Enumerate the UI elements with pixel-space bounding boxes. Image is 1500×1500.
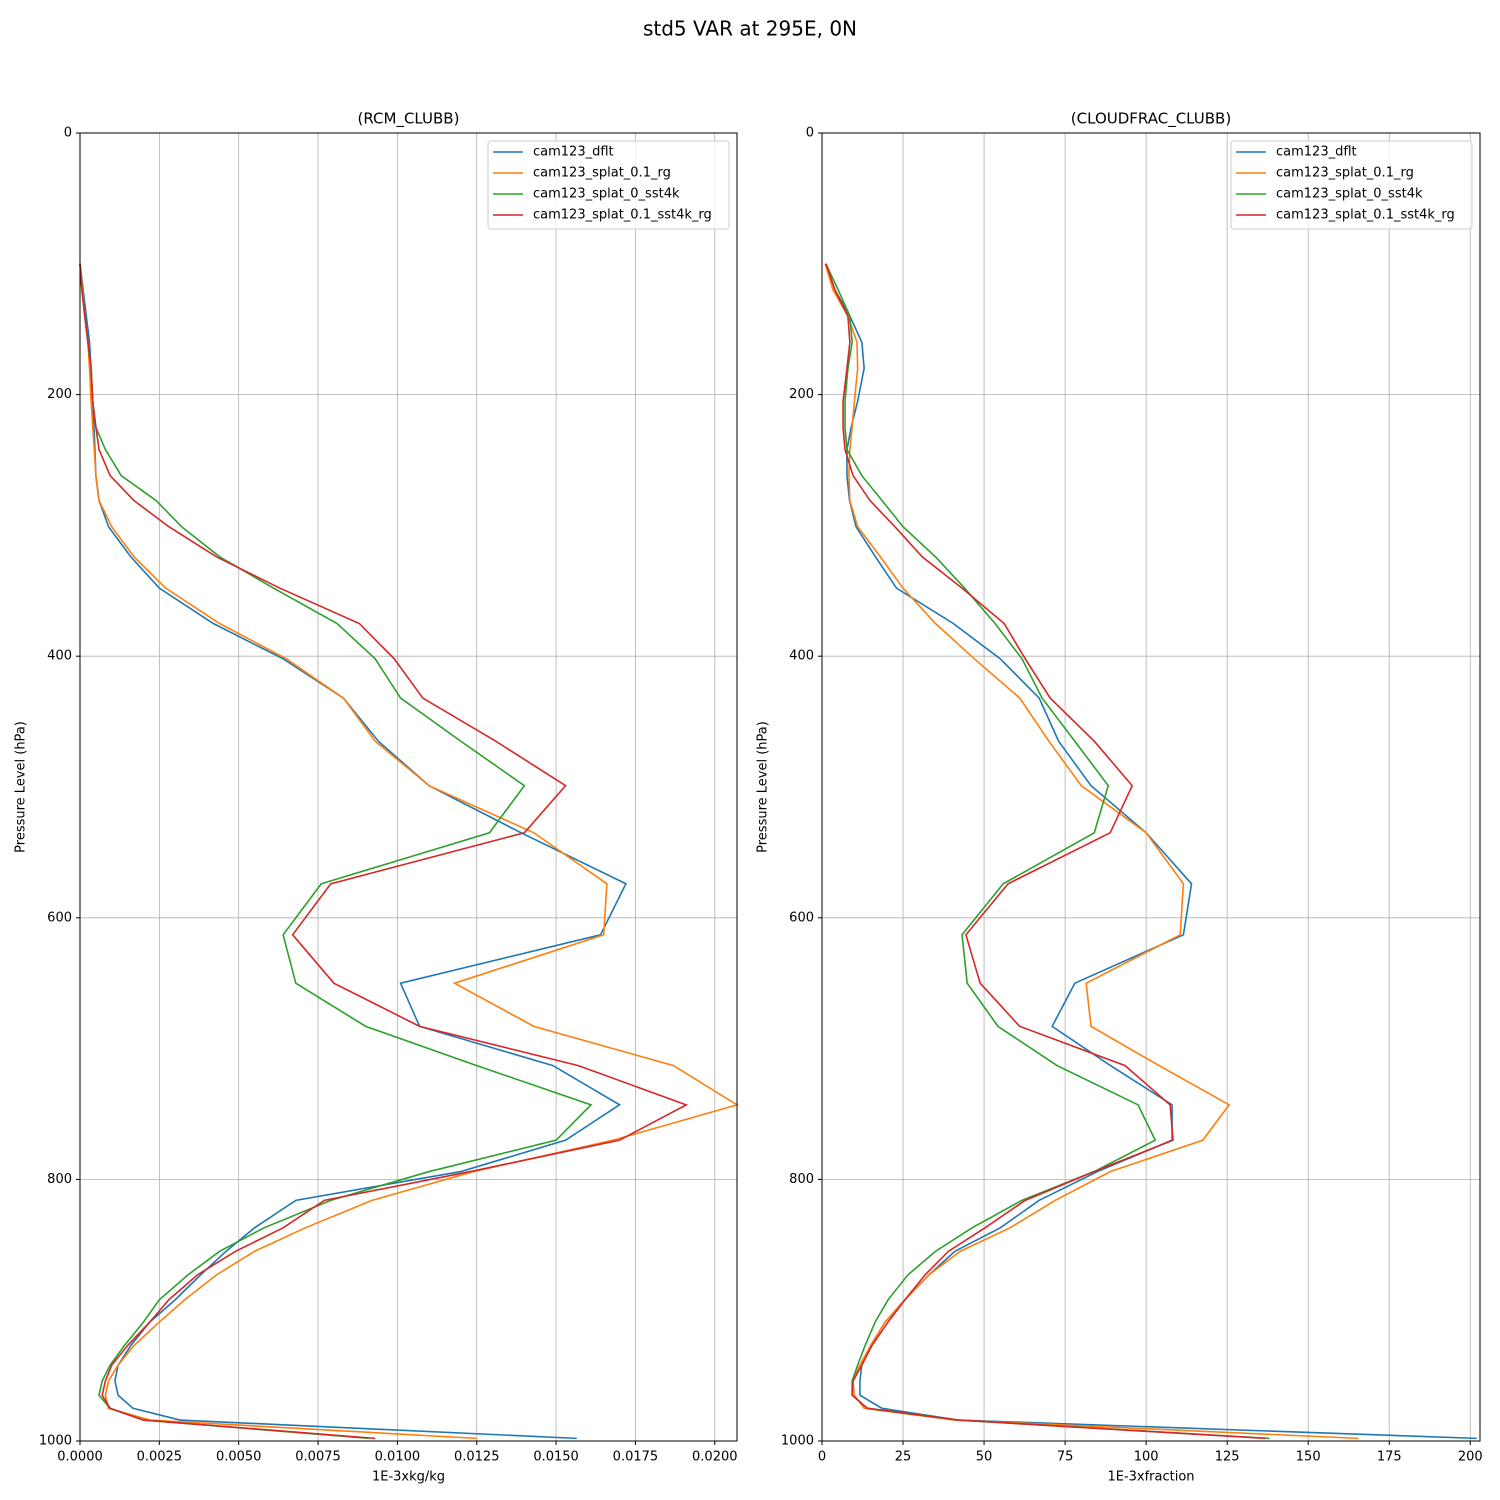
- x-tick-label: 0.0125: [454, 1450, 500, 1465]
- x-tick-label: 150: [1296, 1450, 1321, 1465]
- y-tick-label: 400: [789, 649, 814, 664]
- x-tick-label: 200: [1458, 1450, 1483, 1465]
- series-line: [79, 263, 739, 1440]
- x-tick-label: 100: [1134, 1450, 1159, 1465]
- series-line: [79, 263, 689, 1440]
- x-tick-label: 0.0100: [375, 1450, 421, 1465]
- x-tick-label: 175: [1377, 1450, 1402, 1465]
- x-tick-label: 0: [818, 1450, 826, 1465]
- y-tick-label: 400: [47, 649, 72, 664]
- x-tick-label: 0.0150: [533, 1450, 579, 1465]
- plot-frame: [79, 132, 738, 1442]
- x-tick-label: 0.0075: [295, 1450, 341, 1465]
- x-tick-label: 0.0200: [692, 1450, 738, 1465]
- x-tick-label: 0.0175: [613, 1450, 659, 1465]
- legend-label: cam123_dflt: [533, 145, 614, 160]
- x-tick-label: 75: [1057, 1450, 1074, 1465]
- legend-label: cam123_splat_0.1_rg: [533, 166, 671, 181]
- x-tick-label: 125: [1215, 1450, 1240, 1465]
- subplot-title: (RCM_CLUBB): [358, 110, 460, 129]
- y-tick-label: 0: [64, 126, 72, 141]
- x-tick-label: 0.0000: [57, 1450, 103, 1465]
- legend-label: cam123_splat_0.1_sst4k_rg: [533, 208, 712, 223]
- x-tick-label: 0.0050: [216, 1450, 262, 1465]
- series-line: [825, 263, 1266, 1440]
- y-axis-label: Pressure Level (hPa): [756, 721, 771, 853]
- x-tick-label: 25: [895, 1450, 912, 1465]
- legend-label: cam123_splat_0_sst4k: [533, 187, 680, 202]
- legend-label: cam123_splat_0_sst4k: [1276, 187, 1423, 202]
- series-line: [79, 263, 593, 1440]
- x-axis-label: 1E-3xkg/kg: [372, 1470, 445, 1485]
- y-tick-label: 800: [789, 1172, 814, 1187]
- series-line: [824, 263, 1359, 1440]
- series-line: [79, 263, 627, 1440]
- y-tick-label: 200: [47, 387, 72, 402]
- x-tick-label: 50: [976, 1450, 993, 1465]
- legend-label: cam123_splat_0.1_rg: [1276, 166, 1414, 181]
- legend: cam123_dflt cam123_splat_0.1_rg cam123_spl…: [1230, 140, 1473, 230]
- y-axis-label: Pressure Level (hPa): [14, 721, 29, 853]
- y-tick-label: 800: [47, 1172, 72, 1187]
- y-tick-label: 200: [789, 387, 814, 402]
- y-tick-label: 1000: [39, 1434, 72, 1449]
- x-tick-label: 0.0025: [137, 1450, 183, 1465]
- x-axis-label: 1E-3xfraction: [1107, 1470, 1194, 1485]
- figure-title: std5 VAR at 295E, 0N: [643, 17, 857, 41]
- y-tick-label: 1000: [781, 1434, 814, 1449]
- y-tick-label: 600: [789, 910, 814, 925]
- legend-label: cam123_splat_0.1_sst4k_rg: [1276, 208, 1455, 223]
- legend: cam123_dflt cam123_splat_0.1_rg cam123_spl…: [487, 140, 730, 230]
- legend-box: [487, 140, 730, 230]
- subplot-title: (CLOUDFRAC_CLUBB): [1071, 110, 1231, 129]
- plot-frame: [821, 132, 1481, 1442]
- y-tick-label: 0: [806, 126, 814, 141]
- legend-box: [1230, 140, 1473, 230]
- y-tick-label: 600: [47, 910, 72, 925]
- series-line: [825, 263, 1270, 1440]
- legend-label: cam123_dflt: [1276, 145, 1357, 160]
